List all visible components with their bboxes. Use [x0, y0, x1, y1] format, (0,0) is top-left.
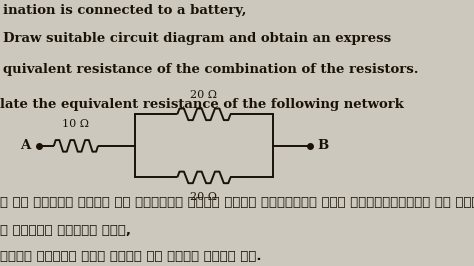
Text: 20 Ω: 20 Ω — [191, 90, 218, 100]
Text: क आवर्त सारणी में,: क आवर्त सारणी में, — [0, 224, 131, 237]
Text: किसी आवर्त में बाएँ से दाएँ जाने पर.: किसी आवर्त में बाएँ से दाएँ जाने पर. — [0, 250, 262, 263]
Text: ination is connected to a battery,: ination is connected to a battery, — [3, 4, 247, 17]
Text: B: B — [317, 139, 328, 152]
Text: 20 Ω: 20 Ω — [191, 192, 218, 202]
Text: क के आवर्त नियम को चुनौती देने वाले किन्हीं तीन प्रेक्षणों की सूची ब: क के आवर्त नियम को चुनौती देने वाले किन्… — [0, 196, 474, 209]
Text: Draw suitable circuit diagram and obtain an express: Draw suitable circuit diagram and obtain… — [3, 32, 392, 45]
Text: 10 Ω: 10 Ω — [63, 119, 90, 129]
Text: A: A — [20, 139, 31, 152]
Text: late the equivalent resistance of the following network: late the equivalent resistance of the fo… — [0, 98, 404, 111]
Text: quivalent resistance of the combination of the resistors.: quivalent resistance of the combination … — [3, 63, 419, 76]
